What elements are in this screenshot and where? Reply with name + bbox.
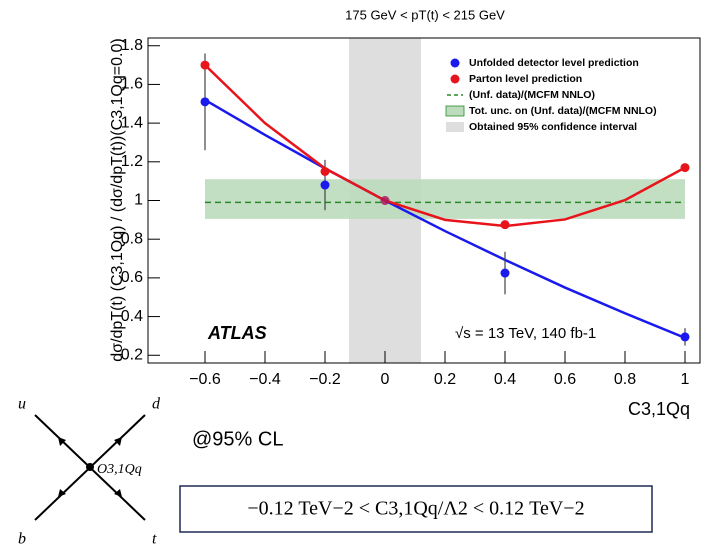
point [320,166,330,176]
constraint-box [179,485,653,533]
fit-curve [204,64,686,228]
x-tick-label: 0 [381,371,390,388]
uncertainty-band [205,179,685,219]
arrow [58,437,66,446]
point [680,163,690,173]
x-tick-label: 0.8 [614,371,636,388]
legend-marker [450,58,460,68]
x-tick-label: −0.6 [189,371,221,388]
legend-marker [445,105,465,117]
x-tick-label: 0.4 [494,371,516,388]
legend-label: Unfolded detector level prediction [469,57,639,69]
x-tick-label: −0.4 [249,371,281,388]
point [380,196,390,205]
chart-title: 175 GeV < pT(t) < 215 GeV [345,7,505,22]
y-tick-label: 0.6 [121,269,143,286]
fit-curve [204,98,686,340]
y-tick-label: 0.2 [121,346,143,363]
point [500,268,510,278]
x-tick-label: −0.2 [309,371,341,388]
legend-label: Obtained 95% confidence interval [469,121,637,133]
arrow [114,437,122,446]
arrow [58,489,66,497]
vertex [86,463,94,471]
x-tick-label: 0.6 [554,371,576,388]
note: @95% CL [192,428,283,450]
y-tick-label: 1.6 [121,76,143,93]
legend-label: Tot. unc. on (Unf. data)/(MCFM NNLO) [469,105,657,117]
diagram-label: b [18,531,26,548]
legend-label: Parton level prediction [469,73,582,85]
y-tick-label: 1 [134,192,143,209]
y-axis-label: dσ/dpT(t) (C3,1Qq) / (dσ/dpT(t))(C3,1Qq=… [109,38,126,361]
legend-marker [446,122,464,132]
point [200,97,210,107]
point [320,180,330,190]
y-tick-label: 1.4 [121,114,143,131]
y-tick-label: 0.8 [121,230,143,247]
point [200,60,210,70]
constraint: −0.12 TeV−2 < C3,1Qq/Λ2 < 0.12 TeV−2 [247,498,584,520]
atlas-label: ATLAS [207,323,267,343]
feynman-diagram [34,414,146,521]
y-tick-label: 0.4 [121,308,143,325]
legend-label: (Unf. data)/(MCFM NNLO) [469,89,595,101]
diagram-label: d [152,396,161,413]
point [680,332,690,342]
diagram-label: u [18,396,26,413]
legend-marker [450,74,460,84]
y-tick-label: 1.2 [121,153,143,170]
x-tick-label: 1 [681,371,690,388]
vertex-label: O3,1Qq [97,462,142,477]
point [500,220,510,230]
arrow [114,489,122,497]
y-tick-label: 1.8 [121,37,143,54]
diagram-label: t [152,531,157,548]
energy-label: √s = 13 TeV, 140 fb-1 [455,325,596,342]
x-axis-label: C3,1Qq [628,399,690,419]
arrows [58,437,122,497]
x-tick-label: 0.2 [434,371,456,388]
